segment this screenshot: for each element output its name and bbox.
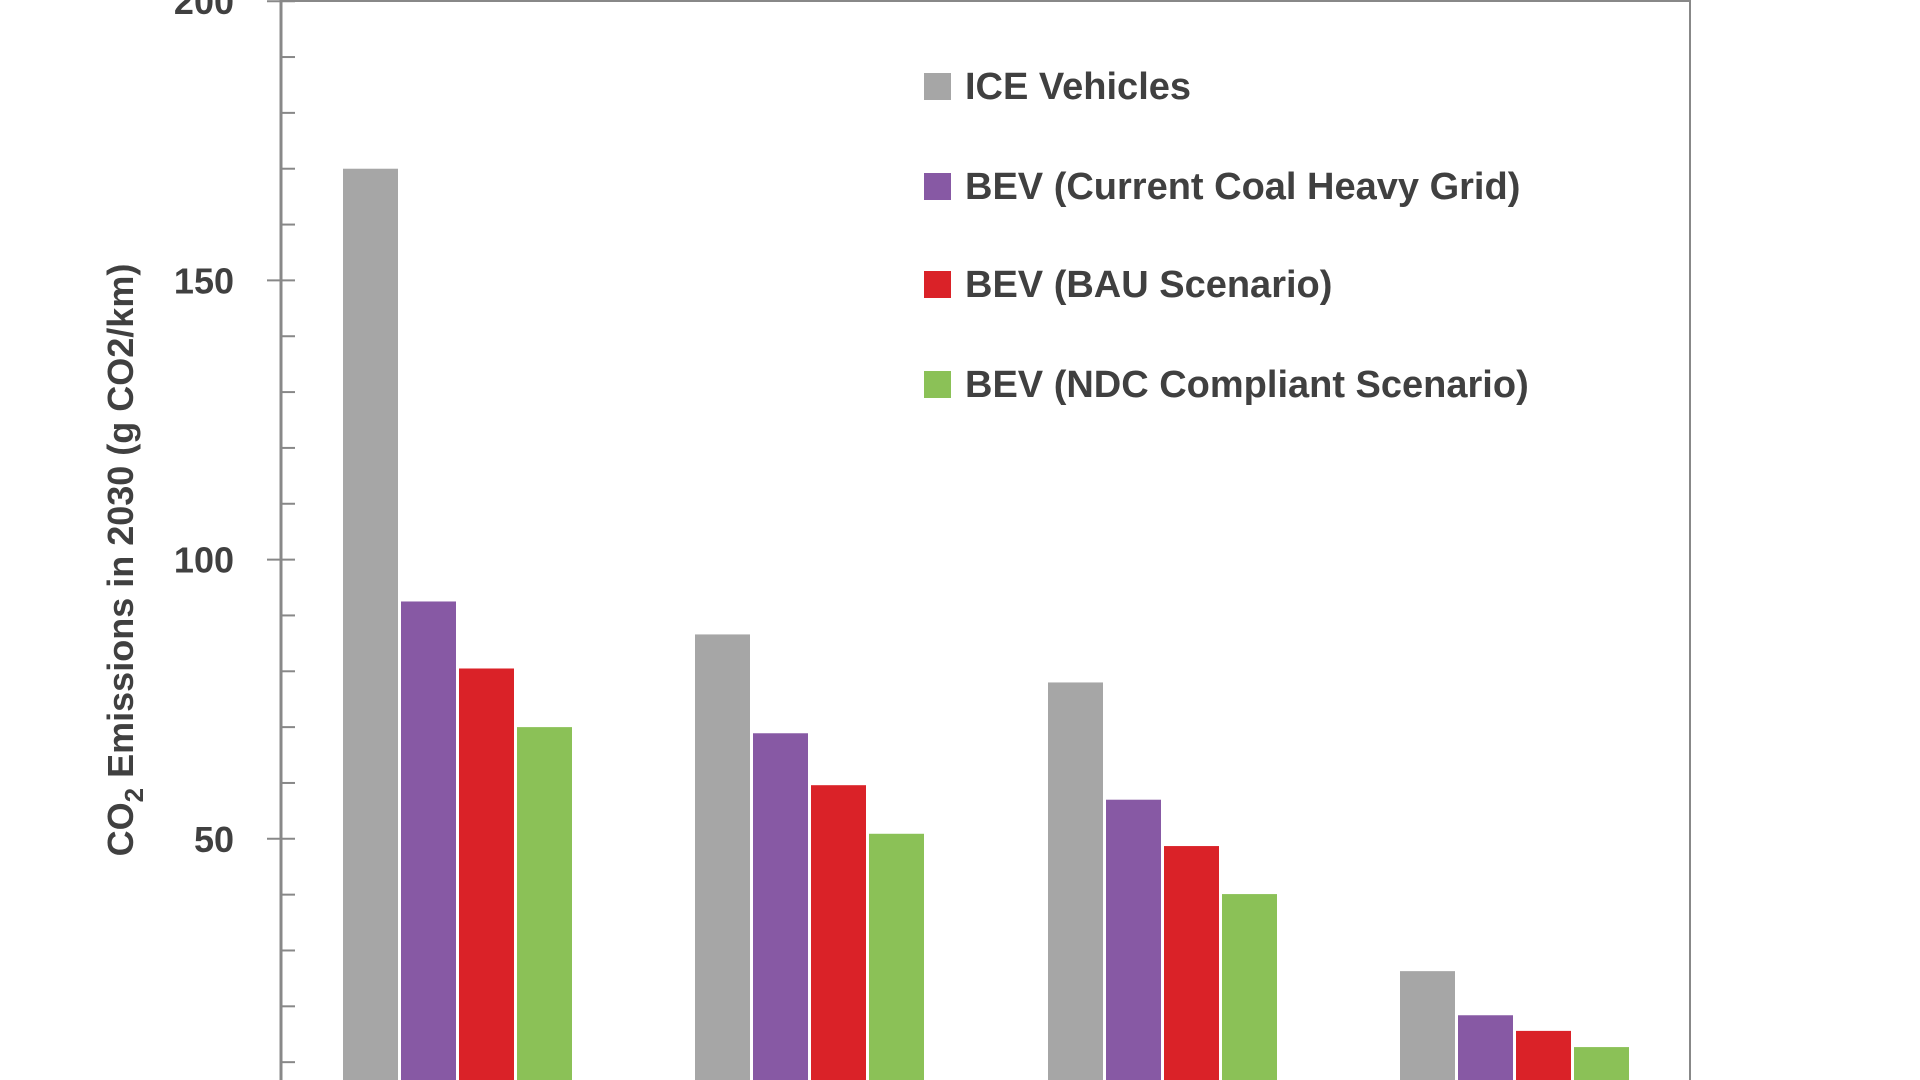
bars xyxy=(343,168,1629,1080)
bar-3-3 xyxy=(1164,846,1219,1080)
legend-swatch xyxy=(924,73,951,100)
bar-2-4 xyxy=(1458,1015,1513,1080)
bar-2-1 xyxy=(401,601,456,1080)
y-tick-label: 50 xyxy=(194,819,234,860)
y-tick-label: 150 xyxy=(174,260,234,301)
bar-2-3 xyxy=(1106,799,1161,1080)
y-axis-label: CO2 Emissions in 2030 (g CO2/km) xyxy=(100,264,149,857)
bar-4-2 xyxy=(869,833,924,1080)
y-tick-label: 200 xyxy=(174,0,234,22)
legend-swatch xyxy=(924,271,951,298)
legend: ICE Vehicles BEV (Current Coal Heavy Grid… xyxy=(924,66,1529,406)
bar-1-3 xyxy=(1048,682,1103,1080)
plot-frame xyxy=(281,0,1691,1080)
bar-4-3 xyxy=(1222,894,1277,1080)
bar-1-4 xyxy=(1400,971,1455,1080)
bar-3-2 xyxy=(811,785,866,1080)
legend-swatch xyxy=(924,173,951,200)
legend-label: BEV (NDC Compliant Scenario) xyxy=(965,364,1529,406)
legend-label: BEV (BAU Scenario) xyxy=(965,264,1332,306)
legend-label: BEV (Current Coal Heavy Grid) xyxy=(965,166,1520,208)
legend-label: ICE Vehicles xyxy=(965,66,1191,108)
y-tick-label: 100 xyxy=(174,540,234,581)
bar-4-1 xyxy=(517,727,572,1080)
bar-1-2 xyxy=(695,634,750,1080)
bar-2-2 xyxy=(753,733,808,1080)
bar-3-1 xyxy=(459,668,514,1080)
bar-4-4 xyxy=(1574,1047,1629,1080)
bar-3-4 xyxy=(1516,1030,1571,1080)
legend-swatch xyxy=(924,371,951,398)
y-axis: 50 100 150 200 xyxy=(174,0,295,1080)
bar-1-1 xyxy=(343,168,398,1080)
